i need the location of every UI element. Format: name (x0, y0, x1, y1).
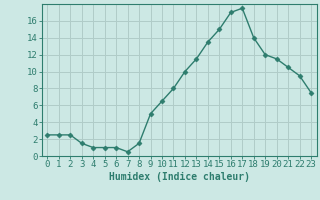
X-axis label: Humidex (Indice chaleur): Humidex (Indice chaleur) (109, 172, 250, 182)
